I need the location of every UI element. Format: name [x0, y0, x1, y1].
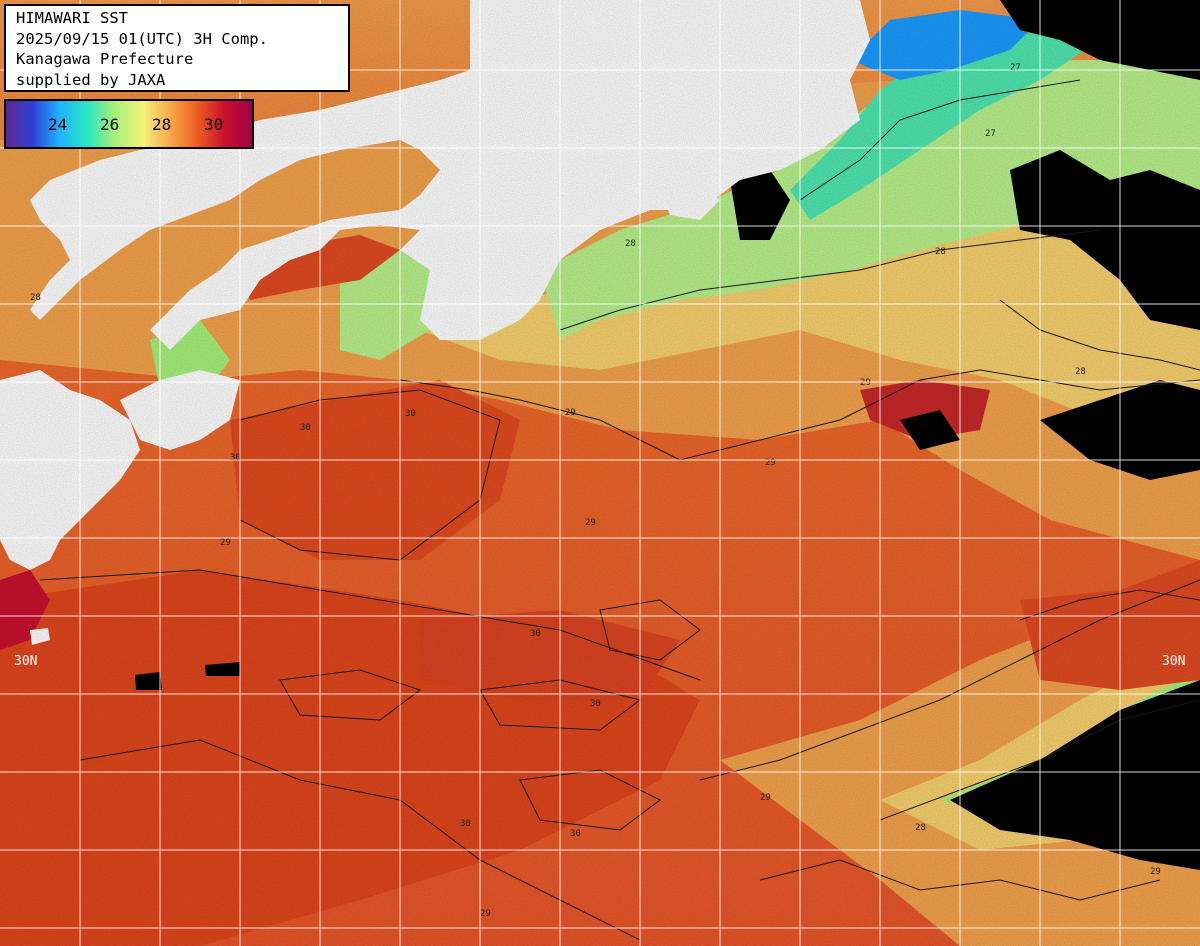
contour-label: 29 — [860, 378, 871, 388]
contour-labels: 29 29 28 27 27 28 28 30 30 30 30 30 30 2… — [30, 63, 1161, 919]
contour-28-north — [559, 229, 1101, 331]
contour-label: 29 — [220, 538, 231, 548]
color-scale-bar — [6, 101, 252, 147]
contour-label: 27 — [1010, 63, 1021, 73]
contour-29-east — [879, 369, 1200, 401]
legend-tick-28: 28 — [152, 115, 172, 134]
contour-label: 30 — [570, 829, 581, 839]
title-product: HIMAWARI SST — [16, 9, 128, 27]
contour-label: 29 — [765, 458, 776, 468]
contour-label: 29 — [585, 518, 596, 528]
contour-29-loop-east — [1019, 589, 1200, 621]
legend-tick-24: 24 — [48, 115, 68, 134]
legend-tick-30: 30 — [204, 115, 224, 134]
contour-label: 29 — [480, 909, 491, 919]
contour-label: 28 — [625, 239, 636, 249]
legend-tick-26: 26 — [100, 115, 120, 134]
contour-28-east — [999, 299, 1200, 371]
contour-30-south — [39, 569, 701, 681]
contour-label: 30 — [590, 699, 601, 709]
contour-label: 28 — [30, 293, 41, 303]
contour-label: 29 — [1150, 867, 1161, 877]
title-supplier: supplied by JAXA — [16, 70, 166, 89]
contour-label: 30 — [530, 629, 541, 639]
color-scale-legend: 24 26 28 30 — [4, 99, 254, 149]
contour-label: 29 — [565, 408, 576, 418]
lat-label-left: 30N — [14, 654, 38, 669]
contour-30-loop4 — [599, 599, 701, 661]
contour-29-main — [399, 379, 881, 461]
contour-27-coast — [799, 79, 1081, 201]
title-datetime: 2025/09/15 01(UTC) 3H Comp. — [16, 29, 268, 48]
contour-29-southeast — [699, 579, 1200, 781]
contour-label: 30 — [460, 819, 471, 829]
contour-label: 28 — [935, 247, 946, 257]
contour-label: 30 — [405, 409, 416, 419]
contour-label: 30 — [300, 423, 311, 433]
contour-30-loop2 — [479, 679, 642, 731]
title-region: Kanagawa Prefecture — [16, 50, 194, 68]
contour-label: 29 — [760, 793, 771, 803]
contour-label: 28 — [915, 823, 926, 833]
contour-label: 28 — [1075, 367, 1086, 377]
title-box: HIMAWARI SST 2025/09/15 01(UTC) 3H Comp.… — [4, 4, 350, 92]
contour-label: 27 — [985, 129, 996, 139]
lat-label-right: 30N — [1162, 654, 1186, 669]
contour-label: 30 — [230, 453, 241, 463]
